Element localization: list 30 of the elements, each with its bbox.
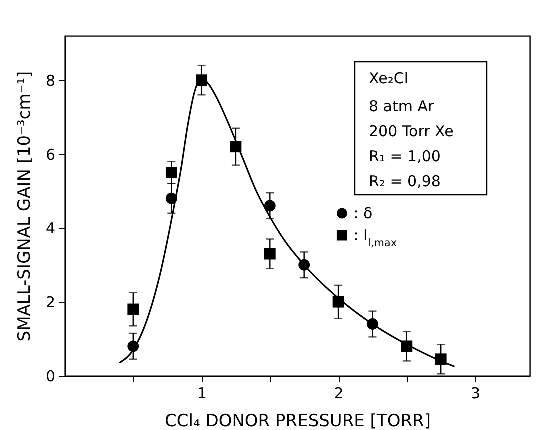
point (298, 259, 310, 271)
y-tick-label: 8 (46, 72, 56, 90)
x-tick-label: 1 (197, 384, 208, 402)
point (166, 192, 178, 204)
point (230, 141, 242, 153)
point (332, 296, 344, 308)
annotation: 8 atm Ar (369, 98, 436, 116)
point (401, 340, 413, 352)
point (128, 304, 140, 316)
x-tick-label: 2 (334, 384, 344, 402)
y-tick-label: 4 (46, 220, 56, 238)
point (435, 354, 447, 366)
y-tick-label: 2 (46, 294, 56, 312)
point (166, 167, 178, 178)
point (264, 248, 276, 260)
annotation: 200 Torr Xe (369, 122, 454, 140)
y-tick-label: 0 (46, 368, 56, 386)
point (196, 74, 208, 86)
point (264, 200, 276, 212)
annotation: Xe₂Cl (369, 70, 408, 88)
x-tick-label: 3 (471, 384, 481, 402)
point (128, 340, 140, 352)
y-axis-title: SMALL-SIGNAL GAIN [10⁻³cm⁻¹] (14, 71, 35, 342)
annotation: R₁ = 1,00 (369, 148, 441, 166)
legend-label: : δ (354, 204, 373, 222)
y-tick-label: 6 (46, 146, 56, 164)
point (367, 318, 378, 330)
x-axis-title: CCl₄ DONOR PRESSURE [TORR] (165, 412, 431, 430)
annotation: R₂ = 0,98 (369, 172, 441, 190)
legend-label: : I$_{l,max}$ (354, 226, 398, 250)
